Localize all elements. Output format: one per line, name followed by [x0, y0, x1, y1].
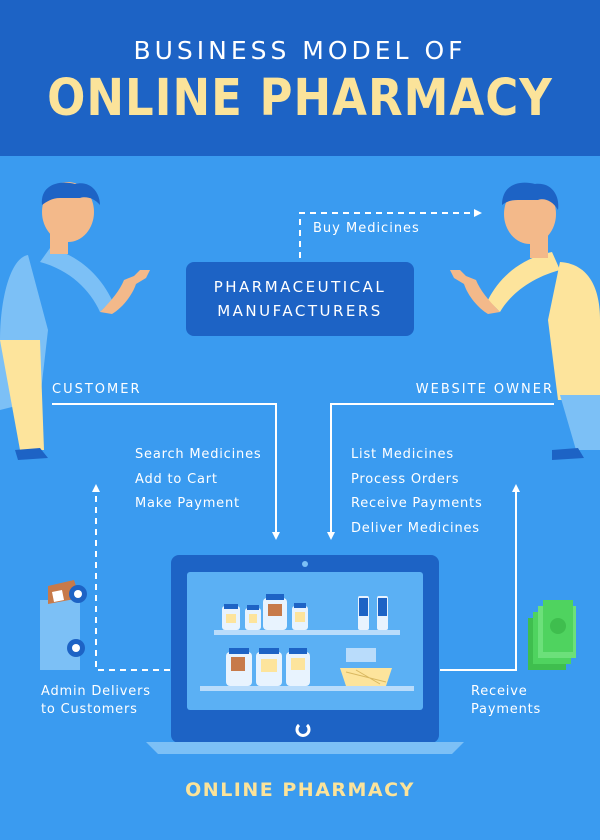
- customer-steps: Search Medicines Add to Cart Make Paymen…: [135, 443, 261, 517]
- customer-flow-arrow: [52, 403, 280, 540]
- receive-payments-line1: Receive: [471, 684, 528, 699]
- customer-figure: [0, 182, 150, 460]
- delivery-box-icon: [40, 580, 87, 670]
- customer-label: CUSTOMER: [52, 382, 142, 397]
- admin-delivers-line1: Admin Delivers: [41, 684, 151, 699]
- owner-flow-arrow: [327, 403, 554, 540]
- money-icon: [528, 600, 576, 670]
- manufacturers-line2: MANUFACTURERS: [217, 302, 383, 320]
- admin-delivers-line2: to Customers: [41, 702, 138, 717]
- receive-payments-line2: Payments: [471, 702, 542, 717]
- owner-step: List Medicines: [351, 447, 454, 462]
- admin-delivers-label: Admin Delivers to Customers: [41, 683, 151, 719]
- header-banner: [0, 0, 600, 156]
- customer-step: Search Medicines: [135, 447, 262, 462]
- website-owner-label: WEBSITE OWNER: [415, 382, 554, 397]
- buy-medicines-label: Buy Medicines: [313, 221, 420, 236]
- owner-step: Process Orders: [351, 471, 460, 487]
- laptop-illustration: [146, 555, 464, 754]
- owner-step: Deliver Medicines: [351, 520, 480, 536]
- owner-steps: List Medicines Process Orders Receive Pa…: [351, 443, 483, 541]
- delivery-arrow: [92, 484, 170, 671]
- payment-arrow: [440, 484, 520, 671]
- buy-medicines-arrow: [299, 209, 482, 258]
- customer-step: Make Payment: [135, 496, 240, 511]
- page-title: ONLINE PHARMACY: [47, 68, 553, 128]
- manufacturers-box: PHARMACEUTICAL MANUFACTURERS: [186, 262, 414, 336]
- online-pharmacy-label: ONLINE PHARMACY: [185, 779, 415, 801]
- owner-step: Receive Payments: [351, 496, 483, 511]
- owner-figure: [450, 182, 600, 460]
- receive-payments-label: Receive Payments: [471, 683, 541, 719]
- title-top: BUSINESS MODEL OF: [133, 36, 467, 65]
- customer-step: Add to Cart: [135, 471, 218, 487]
- manufacturers-line1: PHARMACEUTICAL: [213, 278, 387, 296]
